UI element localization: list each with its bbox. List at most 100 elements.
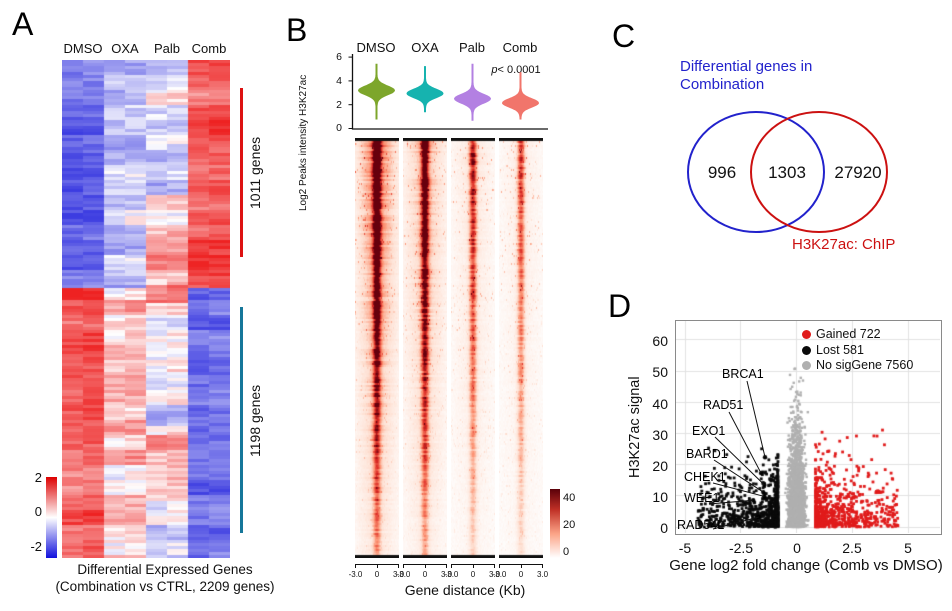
expression-colorbar [46, 477, 57, 558]
tornado-heatmap-palb [451, 138, 495, 558]
gene-label-rad51: RAD51 [703, 398, 744, 412]
pvalue-p: p [491, 64, 498, 76]
scatter-x-axis-label: Gene log2 fold change (Comb vs DMSO) [669, 557, 943, 574]
venn-set2-label: H3K27ac: ChIP [792, 236, 896, 253]
panel-b-col-oxa: OXA [411, 40, 439, 55]
gene-label-bard1: BARD1 [686, 447, 728, 461]
violin-ytick-2: 2 [336, 99, 342, 111]
violin-ytick-0: 0 [336, 122, 342, 134]
tornado-axis-tick [398, 564, 399, 568]
colorbar-b-tick-0: 0 [563, 546, 570, 558]
leader-line-rad51 [728, 411, 762, 474]
gene-label-chek1: CHEK1 [684, 470, 726, 484]
tornado-xtick: -3.0 [444, 570, 459, 579]
violin-comb [501, 72, 540, 120]
tornado-xtick: 3.0 [536, 570, 549, 579]
violin-ytick-4: 4 [336, 75, 342, 87]
tornado-xtick: -3.0 [396, 570, 411, 579]
venn-diagram [687, 111, 888, 233]
violin-plot [348, 54, 548, 130]
tornado-heatmap-oxa [403, 138, 447, 558]
panel-a-col-dmso: DMSO [63, 41, 103, 56]
tornado-colorbar [550, 489, 560, 558]
gene-label-rad54l: RAD54L [677, 518, 725, 532]
gene-label-wee1: WEE1 [684, 491, 720, 505]
scatter-xtick-5: 5 [904, 540, 912, 556]
down-genes-label: 1198 genes [247, 384, 263, 457]
panel-c-letter: C [612, 18, 636, 54]
tornado-axis-tick [446, 564, 447, 568]
venn-count-set2-only: 27920 [834, 163, 882, 182]
scatter-ytick-10: 10 [652, 489, 668, 505]
venn-circle-h3k27ac [750, 111, 888, 233]
scatter-ytick-20: 20 [652, 458, 668, 474]
legend-label-nosig: No sigGene 7560 [816, 358, 914, 372]
up-genes-label: 1011 genes [247, 136, 263, 210]
tornado-heatmap-comb [499, 138, 543, 558]
panel-a-col-comb: Comb [191, 41, 227, 56]
scatter-xtick-n5: -5 [678, 540, 692, 556]
scatter-ytick-0: 0 [660, 520, 668, 536]
scatter-xtick-0: 0 [793, 540, 801, 556]
scatter-y-axis-label: H3K27ac signal [627, 376, 643, 479]
tornado-axis-tick [424, 564, 426, 568]
panel-a-letter: A [12, 6, 34, 42]
tornado-xtick: -3.0 [348, 570, 363, 579]
leader-line-bard1 [713, 459, 764, 493]
leader-line-wee1 [708, 499, 754, 505]
panel-d-letter: D [608, 288, 632, 324]
panel-b-col-comb: Comb [502, 40, 538, 55]
venn-set1-label-line1: Differential genes in [680, 58, 813, 75]
scatter-xtick-n25: -2.5 [728, 540, 754, 556]
violin-palb [453, 63, 492, 121]
venn-count-overlap: 1303 [768, 163, 806, 182]
tornado-xtick: 0 [374, 570, 380, 579]
tornado-axis-tick [376, 564, 378, 568]
tornado-xtick: 3.0 [392, 570, 405, 579]
leader-line-exo1 [714, 436, 765, 486]
gene-leader-lines [708, 380, 766, 530]
violin-oxa [406, 66, 444, 113]
tornado-heatmap-dmso [355, 138, 399, 558]
tornado-axis-tick [542, 564, 543, 568]
colorbar-a-tick-max: 2 [34, 470, 42, 485]
gene-label-exo1: EXO1 [692, 424, 726, 438]
tornado-axis-tick [403, 564, 404, 568]
legend-dot-gained [802, 330, 811, 339]
expression-heatmap [62, 60, 230, 558]
scatter-ytick-40: 40 [652, 396, 668, 412]
tornado-axis-tick [451, 564, 452, 568]
up-genes-bar [240, 88, 243, 257]
panel-a-caption-line2: (Combination vs CTRL, 2209 genes) [55, 579, 275, 594]
panel-a-col-palb: Palb [153, 41, 181, 56]
down-genes-bar [240, 307, 243, 533]
pvalue-rest: < 0.0001 [497, 64, 541, 76]
legend-dot-lost [802, 346, 811, 355]
scatter-ytick-50: 50 [652, 364, 668, 380]
tornado-xtick: 0 [470, 570, 476, 579]
scatter-xtick-25: 2.5 [842, 540, 862, 556]
tornado-axis-tick [472, 564, 474, 568]
leader-line-chek1 [712, 482, 765, 497]
legend-label-gained: Gained 722 [816, 327, 881, 341]
tornado-xtick: 3.0 [440, 570, 453, 579]
scatter-ytick-60: 60 [652, 333, 668, 349]
tornado-axis-tick [520, 564, 522, 568]
legend-label-lost: Lost 581 [816, 343, 864, 357]
panel-b-col-dmso: DMSO [356, 40, 396, 55]
tornado-xtick: 3.0 [488, 570, 501, 579]
legend-dot-nosig [802, 361, 811, 370]
panel-b-letter: B [286, 12, 308, 48]
colorbar-b-tick-40: 40 [563, 492, 576, 504]
scatter-points [676, 321, 940, 533]
tornado-xtick: -3.0 [492, 570, 507, 579]
panel-a-caption-line1: Differential Expressed Genes [77, 562, 253, 577]
venn-circle-combination [687, 111, 825, 233]
venn-count-set1-only: 996 [707, 163, 737, 182]
gene-label-brca1: BRCA1 [722, 367, 764, 381]
violin-pvalue: p< 0.0001 [476, 64, 556, 76]
tornado-xtick: 0 [518, 570, 524, 579]
colorbar-a-tick-mid: 0 [34, 504, 42, 519]
leader-line-brca1 [746, 380, 766, 458]
